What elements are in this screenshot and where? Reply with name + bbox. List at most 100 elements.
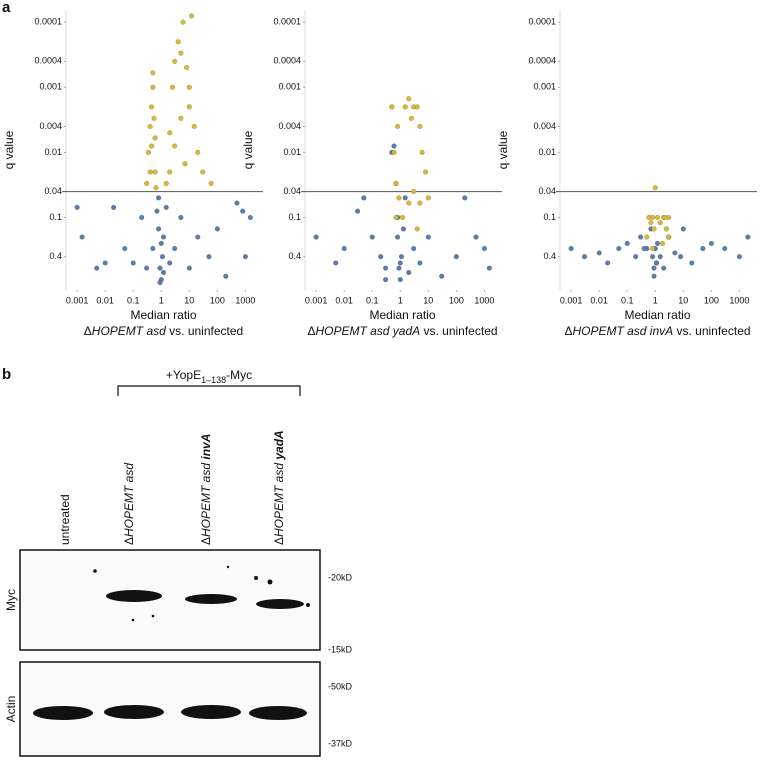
text-segment: HOPEMT asd (92, 324, 166, 338)
point (159, 254, 166, 260)
point (188, 13, 195, 19)
point (651, 226, 657, 232)
point (637, 234, 644, 240)
y-tick-label: 0.1 (49, 212, 62, 222)
point (397, 276, 403, 283)
point (200, 169, 206, 175)
text-segment: Δ (84, 324, 92, 338)
x-tick-label: 10 (423, 295, 433, 305)
x-tick-label: 10 (678, 295, 688, 305)
point (394, 234, 401, 240)
point (649, 214, 656, 221)
point (406, 200, 412, 206)
size-marker: -37kD (328, 738, 353, 748)
point (391, 143, 397, 149)
x-tick-label: 100 (704, 295, 719, 305)
band (104, 705, 164, 719)
point (397, 260, 403, 266)
speck (131, 618, 135, 622)
point (414, 226, 420, 232)
point (172, 58, 178, 65)
x-tick-label: 100 (449, 295, 464, 305)
speck (267, 579, 273, 585)
x-tick-label: 1 (159, 295, 164, 305)
text-segment: -Myc (226, 368, 252, 382)
point (110, 204, 117, 211)
point (648, 219, 654, 226)
point (486, 265, 492, 271)
row-label: Actin (4, 696, 18, 723)
y-tick-label: 0.04 (283, 186, 301, 196)
point (406, 269, 412, 276)
point (391, 149, 397, 156)
point (649, 245, 656, 252)
point (653, 260, 660, 266)
point (402, 195, 408, 201)
point (680, 226, 686, 232)
point (644, 234, 650, 240)
subtitle: ΔHOPEMT asd invA vs. uninfected (564, 324, 750, 338)
point (160, 234, 167, 240)
point (354, 208, 361, 214)
point (394, 123, 401, 130)
point (398, 254, 405, 260)
point (633, 254, 639, 260)
point (191, 123, 197, 130)
size-marker: -50kD (328, 681, 353, 691)
point (178, 214, 184, 221)
point (462, 195, 468, 201)
band (256, 599, 304, 609)
lane-label: ΔHOPEMT asd yadA (272, 430, 286, 545)
point (425, 195, 431, 201)
point (657, 219, 663, 226)
point (79, 234, 85, 240)
point (396, 195, 402, 201)
point (651, 273, 657, 279)
text-segment: vs. uninfected (166, 324, 243, 338)
point (654, 214, 661, 221)
point (139, 214, 145, 221)
point (152, 135, 158, 141)
point (155, 226, 162, 232)
point (240, 208, 246, 214)
point (408, 115, 415, 121)
text-segment: vs. uninfected (420, 324, 497, 338)
y-tick-label: 0.1 (543, 212, 556, 222)
point (242, 254, 249, 260)
point (677, 254, 684, 260)
subtitle: ΔHOPEMT asd yadA vs. uninfected (307, 324, 497, 338)
text-segment: Δ (199, 537, 213, 545)
point (382, 276, 389, 283)
point (624, 240, 630, 247)
x-tick-label: 0.01 (590, 295, 608, 305)
x-tick-label: 0.01 (335, 295, 353, 305)
speck (93, 569, 97, 573)
point (143, 180, 150, 187)
point (411, 188, 417, 195)
point (169, 84, 176, 90)
subtitle: ΔHOPEMT asd vs. uninfected (84, 324, 243, 338)
y-tick-label: 0.001 (39, 82, 62, 92)
x-axis-label: Median ratio (130, 308, 196, 322)
text-segment: HOPEMT asd (199, 460, 213, 537)
speck (151, 614, 155, 618)
point (313, 234, 319, 240)
point (143, 265, 150, 271)
point (155, 195, 162, 201)
y-axis-label: q value (496, 130, 510, 169)
blot (19, 385, 321, 757)
point (130, 260, 136, 266)
panel-label: a (2, 0, 11, 16)
point (400, 226, 407, 232)
text-segment: Δ (307, 324, 315, 338)
panel-label: b (2, 366, 11, 383)
point (722, 245, 728, 252)
size-marker: -20kD (328, 572, 353, 582)
point (406, 96, 412, 102)
point (163, 180, 169, 187)
point (160, 269, 167, 276)
x-axis-label: Median ratio (369, 308, 435, 322)
point (145, 149, 152, 156)
speck (254, 576, 258, 580)
